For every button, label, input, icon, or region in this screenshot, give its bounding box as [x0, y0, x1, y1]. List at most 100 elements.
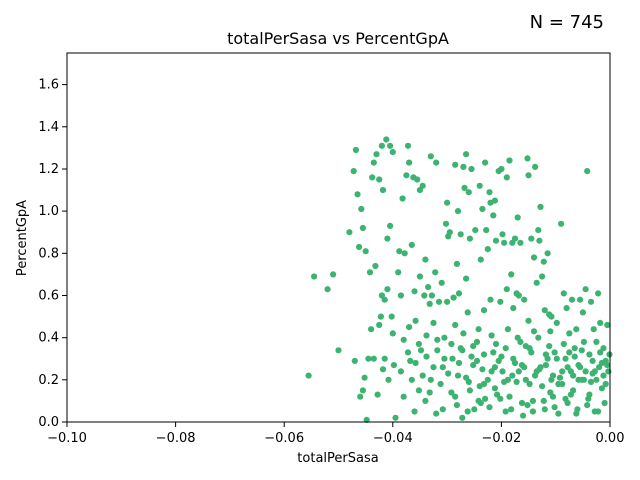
data-point — [455, 359, 463, 367]
data-point — [551, 349, 558, 356]
data-point — [584, 402, 591, 409]
data-point — [509, 372, 516, 379]
data-point — [397, 368, 404, 375]
data-point — [521, 364, 528, 371]
data-point — [551, 404, 558, 411]
data-point — [438, 279, 445, 286]
data-point — [426, 389, 433, 396]
data-point — [379, 366, 387, 373]
data-point — [419, 372, 426, 379]
data-point — [544, 250, 551, 257]
data-point — [560, 290, 567, 297]
y-tick-label: 0.8 — [38, 246, 59, 261]
data-point — [529, 397, 537, 404]
data-point — [305, 372, 312, 379]
data-point — [408, 241, 415, 248]
data-point — [455, 290, 463, 297]
data-point — [441, 334, 448, 341]
data-point — [390, 362, 397, 369]
data-point — [488, 368, 495, 375]
data-point — [589, 357, 596, 364]
data-point — [434, 336, 441, 343]
data-point — [459, 414, 466, 421]
data-point — [553, 355, 560, 362]
data-point — [385, 376, 392, 383]
data-point — [504, 376, 511, 383]
data-point — [515, 368, 522, 375]
data-point — [389, 149, 396, 156]
data-point — [387, 142, 394, 149]
data-point — [484, 376, 491, 383]
x-tick-label: −0.06 — [264, 431, 304, 446]
data-point — [358, 205, 365, 213]
data-point — [407, 357, 414, 364]
data-point — [365, 355, 372, 362]
data-point — [473, 357, 481, 364]
y-tick-label: 0.2 — [38, 373, 59, 388]
data-point — [526, 380, 533, 388]
data-point — [464, 408, 471, 415]
data-point — [475, 326, 482, 333]
data-point — [430, 364, 437, 371]
data-point — [535, 227, 542, 234]
data-point — [530, 254, 538, 261]
data-point — [426, 300, 433, 307]
data-point — [537, 364, 544, 371]
data-point — [490, 349, 497, 356]
data-point — [463, 275, 470, 282]
data-point — [370, 355, 377, 362]
data-point — [486, 189, 493, 196]
data-point — [486, 404, 493, 411]
data-point — [449, 355, 456, 362]
data-point — [376, 321, 383, 329]
data-point — [408, 376, 415, 383]
data-point — [411, 288, 418, 295]
data-point — [472, 227, 479, 234]
data-point — [504, 326, 511, 333]
data-point — [597, 349, 604, 356]
data-point — [470, 343, 477, 350]
data-point — [450, 294, 457, 301]
data-point — [384, 235, 391, 242]
data-point — [473, 338, 481, 345]
data-point — [396, 248, 403, 255]
data-point — [514, 214, 521, 221]
data-point — [379, 187, 387, 194]
data-point — [520, 412, 527, 419]
data-point — [397, 292, 404, 299]
data-point — [399, 195, 406, 202]
data-point — [423, 353, 430, 360]
data-point — [395, 269, 402, 276]
data-point — [366, 269, 374, 276]
data-point — [466, 235, 473, 242]
data-point — [548, 313, 555, 320]
data-point — [335, 347, 342, 354]
data-point — [515, 292, 522, 299]
y-tick-label: 1.4 — [38, 120, 59, 135]
x-axis-label: totalPerSasa — [297, 451, 378, 466]
data-point — [559, 368, 566, 375]
data-point — [419, 182, 426, 189]
data-point — [488, 332, 495, 339]
data-point — [517, 338, 524, 345]
data-point — [374, 391, 381, 398]
data-point — [359, 387, 366, 394]
data-point — [404, 142, 412, 149]
data-point — [453, 402, 460, 409]
data-point — [528, 235, 535, 242]
data-point — [330, 271, 337, 278]
data-point — [497, 395, 504, 402]
data-point — [433, 159, 440, 166]
data-point — [354, 191, 361, 198]
data-point — [544, 355, 551, 362]
data-point — [595, 290, 602, 297]
data-point — [414, 176, 421, 183]
data-point — [506, 157, 513, 164]
data-point — [535, 334, 542, 341]
data-point — [501, 239, 508, 246]
data-point — [357, 393, 364, 400]
data-point — [466, 387, 473, 394]
data-point — [568, 296, 576, 303]
data-point — [597, 319, 604, 326]
data-point — [389, 330, 396, 337]
